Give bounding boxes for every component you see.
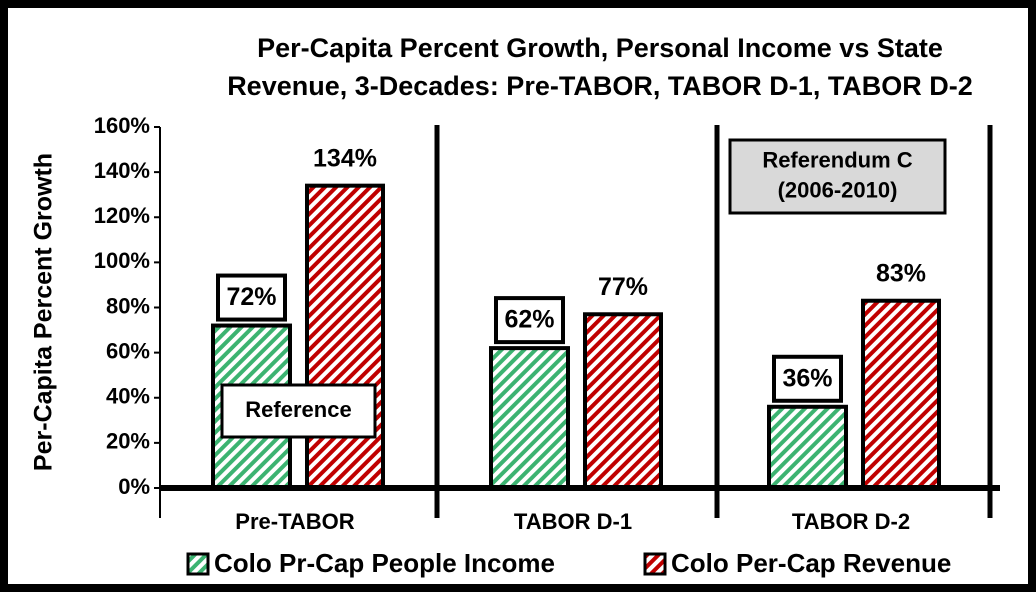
y-tick-label: 160% — [94, 113, 150, 138]
bar — [767, 404, 848, 490]
x-tick-label: TABOR D-2 — [792, 509, 910, 534]
value-label: 36% — [782, 364, 832, 392]
y-tick-label: 60% — [106, 338, 150, 363]
y-tick-label: 80% — [106, 293, 150, 318]
annotation-box — [728, 138, 947, 215]
value-label: 62% — [504, 306, 554, 334]
y-tick-label: 140% — [94, 158, 150, 183]
bar — [489, 346, 570, 490]
x-tick-label: TABOR D-1 — [514, 509, 632, 534]
chart-title: Revenue, 3-Decades: Pre-TABOR, TABOR D-1… — [227, 71, 973, 101]
legend-label: Colo Per-Cap Revenue — [671, 548, 951, 578]
value-label: 77% — [598, 273, 648, 301]
annotation: Referendum C — [762, 147, 912, 172]
chart-title: Per-Capita Percent Growth, Personal Inco… — [257, 33, 943, 63]
bar — [861, 298, 941, 491]
y-tick-label: 40% — [106, 384, 150, 409]
value-label: 134% — [313, 144, 377, 172]
annotation: Reference — [245, 397, 351, 422]
y-tick-label: 0% — [118, 474, 150, 499]
y-tick-label: 120% — [94, 203, 150, 228]
legend-label: Colo Pr-Cap People Income — [214, 548, 555, 578]
bar — [305, 183, 385, 490]
y-axis-label: Per-Capita Percent Growth — [30, 153, 58, 471]
x-tick-label: Pre-TABOR — [235, 509, 354, 534]
annotation: (2006-2010) — [778, 177, 898, 202]
y-tick-label: 100% — [94, 248, 150, 273]
annotation-box — [220, 383, 377, 439]
value-label-box — [494, 296, 565, 345]
legend-swatch — [186, 552, 210, 576]
value-label-box — [216, 273, 287, 322]
value-label-box — [772, 354, 843, 403]
legend-swatch — [643, 552, 667, 576]
bar — [583, 312, 663, 490]
value-label: 83% — [876, 259, 926, 287]
value-label: 72% — [226, 283, 276, 311]
y-tick-label: 20% — [106, 429, 150, 454]
